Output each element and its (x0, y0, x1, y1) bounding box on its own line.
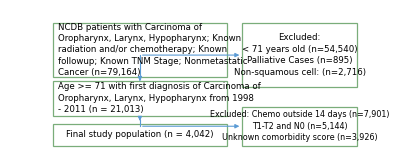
FancyBboxPatch shape (53, 23, 227, 77)
Text: Excluded:
< 71 years old (n=54,540)
Palliative Cases (n=895)
Non-squamous cell: : Excluded: < 71 years old (n=54,540) Pall… (234, 33, 366, 77)
Text: Excluded: Chemo outside 14 days (n=7,901)
T1-T2 and N0 (n=5,144)
Unknown comorbi: Excluded: Chemo outside 14 days (n=7,901… (210, 110, 389, 142)
FancyBboxPatch shape (53, 124, 227, 146)
Text: Age >= 71 with first diagnosis of Carcinoma of
Oropharynx, Larynx, Hypopharynx f: Age >= 71 with first diagnosis of Carcin… (58, 82, 260, 114)
Text: Final study population (n = 4,042): Final study population (n = 4,042) (66, 130, 214, 139)
FancyBboxPatch shape (53, 81, 227, 116)
FancyBboxPatch shape (242, 107, 357, 146)
Text: NCDB patients with Carcinoma of
Oropharynx, Larynx, Hypopharynx; Known
radiation: NCDB patients with Carcinoma of Orophary… (58, 23, 247, 77)
FancyBboxPatch shape (242, 23, 357, 87)
